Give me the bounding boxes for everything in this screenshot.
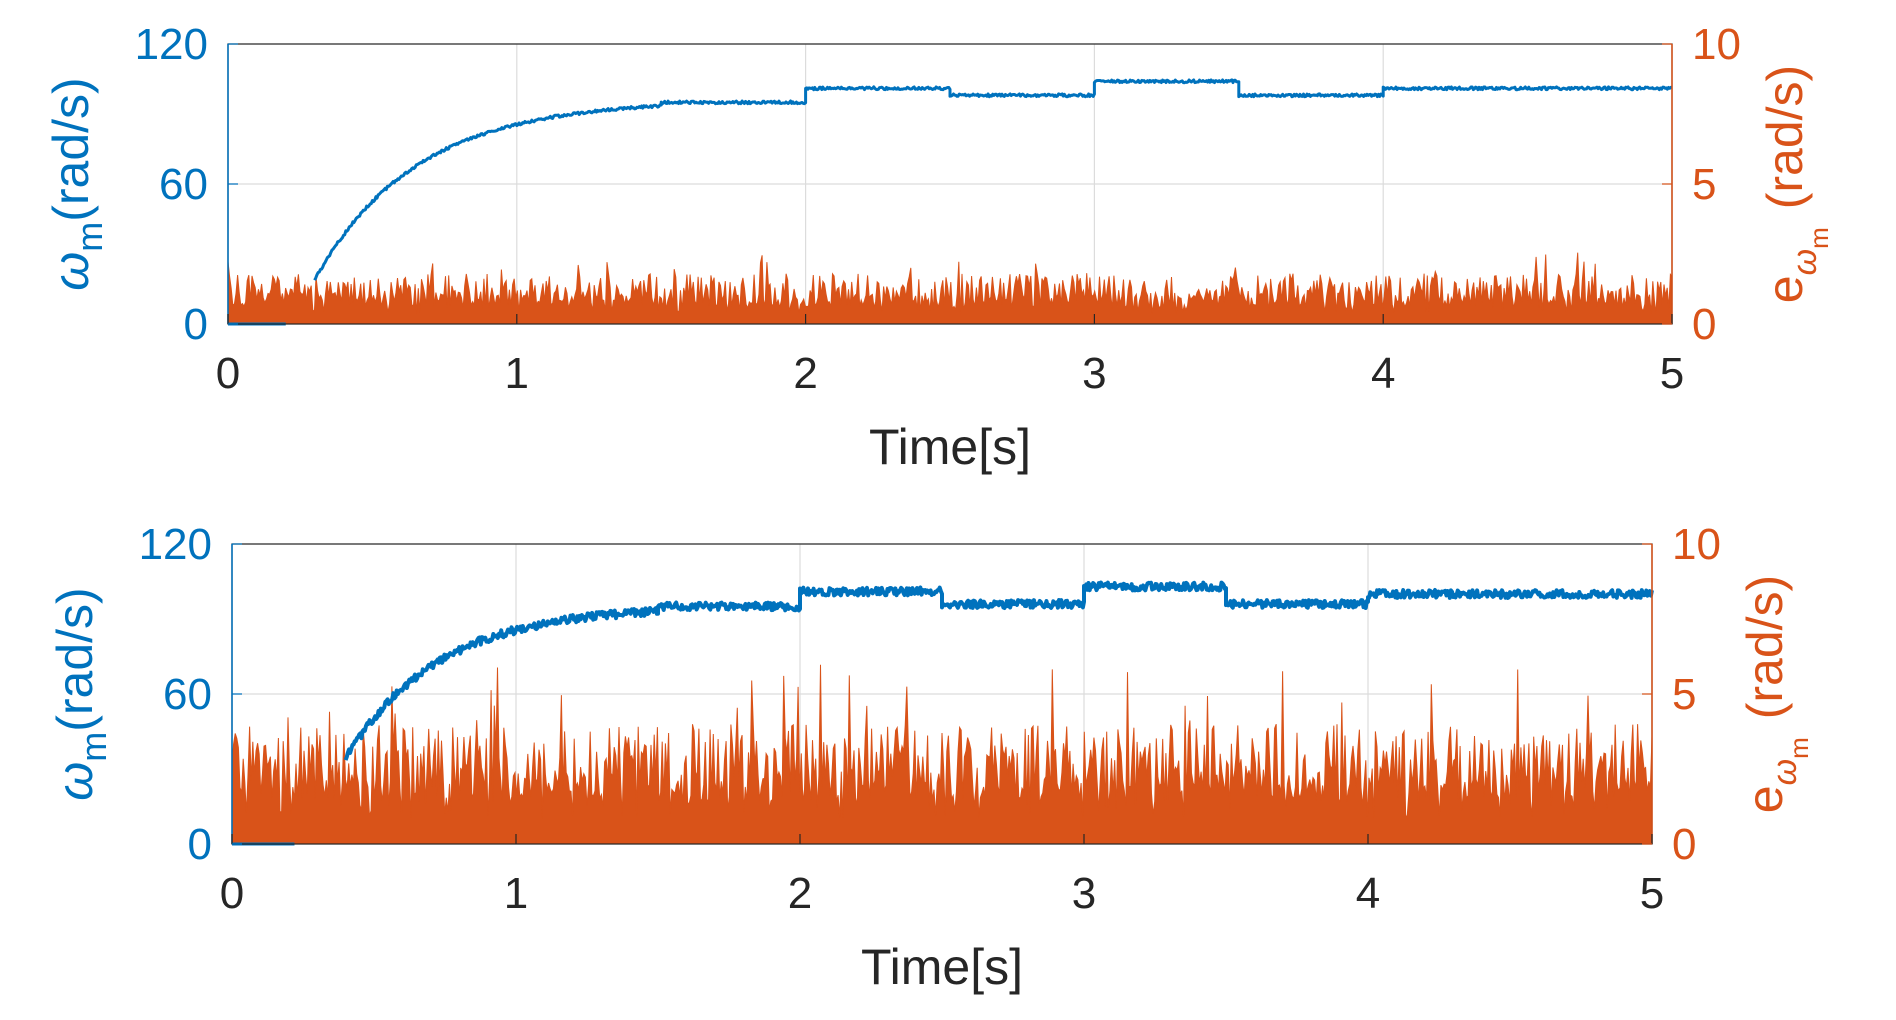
top-error-series (227, 252, 1673, 325)
top-y-left-tick-label: 60 (159, 160, 208, 209)
top-left-y-symbol: ω (43, 252, 99, 291)
bottom-right-y-symbol: e (1737, 785, 1793, 813)
bottom-right-y-sub-subscript: m (1784, 737, 1814, 759)
bottom-x-tick-label: 3 (1072, 869, 1096, 918)
bottom-y-left-tick-label: 120 (139, 520, 212, 569)
top-y-right-tick-label: 5 (1692, 160, 1716, 209)
top-x-tick-label: 3 (1082, 349, 1106, 398)
bottom-y-right-tick-label: 5 (1672, 670, 1696, 719)
top-chart-panel: 0 1 2 3 4 50601200510Time[s]ωm(rad/s)eωm(rad/… (43, 20, 1834, 475)
top-right-y-sub-symbol: ω (1786, 249, 1824, 275)
bottom-x-tick-label: 2 (788, 869, 812, 918)
bottom-right-y-unit: (rad/s) (1737, 575, 1793, 719)
bottom-x-axis-label: Time[s] (861, 939, 1023, 995)
top-x-tick-label: 0 (216, 349, 240, 398)
bottom-left-y-axis-label: ωm(rad/s) (47, 587, 114, 800)
bottom-speed-series (343, 580, 1654, 761)
top-right-y-sub-subscript: m (1804, 227, 1834, 249)
bottom-y-right-tick-label: 10 (1672, 520, 1721, 569)
top-left-y-axis-label: ωm(rad/s) (43, 77, 110, 290)
bottom-left-y-subscript: m (73, 732, 114, 762)
top-y-left-tick-label: 120 (135, 20, 208, 69)
bottom-y-left-tick-label: 60 (163, 670, 212, 719)
top-right-y-symbol: e (1757, 275, 1813, 303)
top-x-tick-label: 1 (505, 349, 529, 398)
bottom-x-tick-label: 5 (1640, 869, 1664, 918)
top-x-tick-label: 5 (1660, 349, 1684, 398)
bottom-x-tick-label: 0 (220, 869, 244, 918)
top-y-right-tick-label: 10 (1692, 20, 1741, 69)
top-speed-series (313, 78, 1673, 281)
top-right-y-unit: (rad/s) (1757, 65, 1813, 209)
top-left-y-unit: (rad/s) (43, 77, 99, 221)
bottom-x-tick-label: 1 (504, 869, 528, 918)
top-x-tick-label: 2 (793, 349, 817, 398)
bottom-right-y-axis-label: eωm (rad/s) (1737, 575, 1814, 813)
bottom-left-y-symbol: ω (47, 762, 103, 801)
top-x-tick-label: 4 (1371, 349, 1395, 398)
bottom-x-tick-label: 4 (1356, 869, 1380, 918)
top-left-y-subscript: m (69, 222, 110, 252)
top-right-y-axis-label: eωm (rad/s) (1757, 65, 1834, 303)
top-y-right-tick-label: 0 (1692, 300, 1716, 349)
bottom-error-series (231, 664, 1653, 845)
bottom-chart-panel: 0 1 2 3 4 50601200510Time[s]ωm(rad/s)eωm(rad/… (47, 520, 1814, 995)
top-x-axis-label: Time[s] (869, 419, 1031, 475)
top-y-left-tick-label: 0 (184, 300, 208, 349)
bottom-right-y-sub-symbol: ω (1766, 759, 1804, 785)
bottom-y-right-tick-label: 0 (1672, 820, 1696, 869)
bottom-left-y-unit: (rad/s) (47, 587, 103, 731)
bottom-y-left-tick-label: 0 (188, 820, 212, 869)
